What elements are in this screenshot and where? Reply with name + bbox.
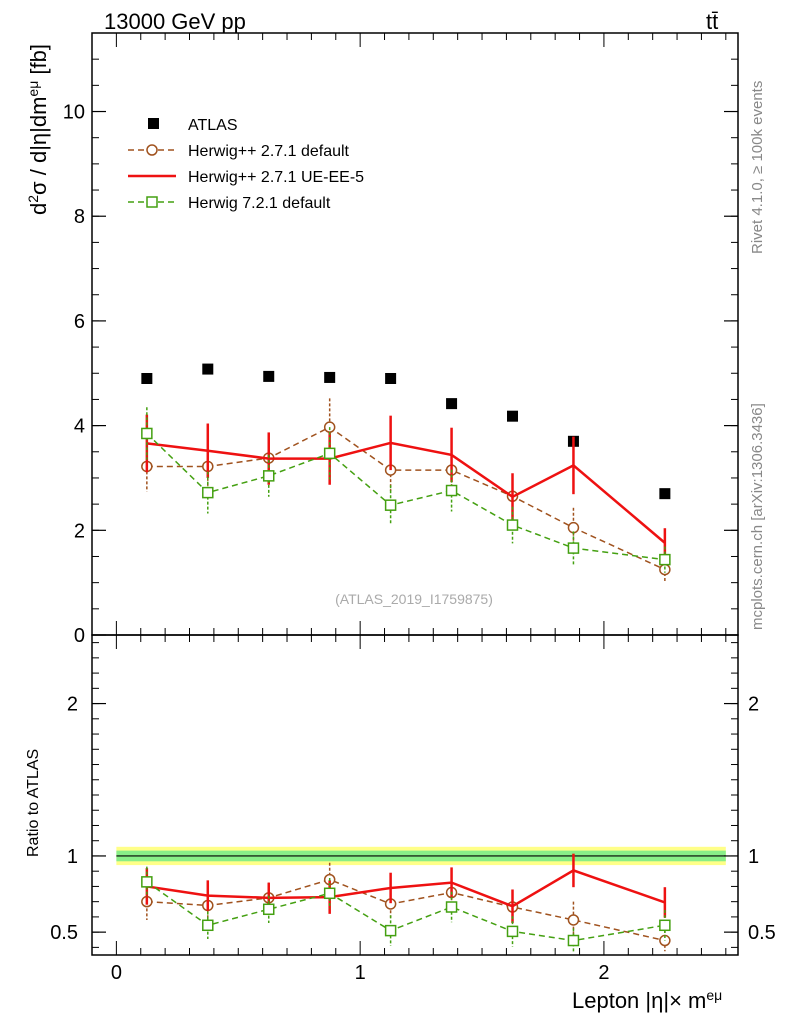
x-tick-label: 0	[111, 962, 122, 984]
atlas-data-point	[446, 398, 458, 410]
y-tick-label: 6	[74, 311, 85, 333]
legend-label: Herwig++ 2.7.1 UE-EE-5	[188, 169, 364, 186]
data-point-square	[323, 447, 336, 460]
y-tick-label: 0	[74, 625, 85, 647]
data-point-square	[384, 499, 397, 511]
data-point-square	[262, 470, 275, 482]
panel-frame	[91, 634, 739, 956]
data-point-square	[202, 919, 214, 932]
series-line	[146, 426, 666, 571]
data-point-square	[506, 925, 519, 938]
legend-marker	[148, 118, 159, 129]
data-point-square	[567, 542, 580, 554]
legend-label: ATLAS	[188, 117, 238, 134]
process-label: tt̄	[706, 9, 718, 34]
series-herwig-2-7-1-ue-ee-5	[145, 414, 667, 558]
y-tick-label: 2	[74, 520, 85, 542]
series-herwig-2-7-1-default	[141, 398, 671, 582]
legend-label: Herwig 7.2.1 default	[188, 195, 331, 212]
legend-entry: Herwig 7.2.1 default	[128, 195, 331, 212]
y-tick-label: 10	[63, 102, 85, 124]
atlas-data-point	[141, 372, 153, 384]
legend: ATLAS Herwig++ 2.7.1 default Herwig++ 2.7.…	[128, 117, 364, 212]
atlas-data-point	[263, 370, 275, 382]
main-panel: 0 2 4 6 8 10	[63, 32, 739, 647]
series-line	[146, 441, 666, 544]
series-herwig-7-2-1-default	[141, 407, 671, 573]
energy-label: 13000 GeV pp	[104, 9, 246, 34]
data-point-square	[567, 934, 580, 947]
ratio-panel: 0.5 0.5 1 1 2 2 0 1 2	[50, 634, 776, 984]
y-tick-label: 4	[74, 416, 85, 438]
atlas-data-point	[659, 488, 671, 500]
data-point-square	[323, 887, 336, 900]
y-tick-label: 8	[74, 206, 85, 228]
atlas-data-point	[385, 372, 397, 384]
data-point-circle	[567, 914, 580, 926]
data-point-square	[202, 486, 214, 499]
data-point-square	[445, 901, 458, 913]
data-point-square	[445, 484, 458, 497]
data-point-square	[141, 876, 153, 888]
y-tick-label-right: 0.5	[748, 922, 776, 944]
data-point-square	[262, 903, 275, 916]
data-point-square	[384, 924, 397, 937]
mcplots-label: mcplots.cern.ch [arXiv:1306.3436]	[749, 403, 766, 630]
rivet-label: Rivet 4.1.0, ≥ 100k events	[749, 81, 766, 254]
legend-entry: ATLAS	[148, 117, 238, 134]
series-line	[146, 869, 666, 908]
atlas-data-point	[507, 410, 519, 422]
atlas-data-point	[324, 371, 336, 383]
y-tick-label-right: 1	[748, 846, 759, 868]
legend-marker	[146, 144, 158, 156]
legend-entry: Herwig++ 2.7.1 UE-EE-5	[128, 169, 364, 186]
y-tick-label: 2	[67, 694, 78, 716]
data-point-square	[141, 427, 153, 440]
analysis-watermark: (ATLAS_2019_I1759875)	[335, 591, 493, 607]
data-point-circle	[567, 521, 580, 534]
x-tick-label: 1	[355, 962, 366, 984]
legend-label: Herwig++ 2.7.1 default	[188, 143, 350, 160]
series-herwig-7-2-1-default	[141, 866, 671, 953]
y-tick-label: 0.5	[50, 922, 78, 944]
data-point-square	[659, 553, 671, 566]
series-line	[146, 881, 665, 942]
y-tick-label-right: 2	[748, 694, 759, 716]
y-tick-label: 1	[67, 846, 78, 868]
legend-entry: Herwig++ 2.7.1 default	[128, 143, 350, 160]
data-point-square	[659, 919, 671, 932]
x-axis-title: Lepton |η|× meμ	[572, 987, 722, 1013]
legend-marker	[146, 196, 158, 208]
x-tick-label: 2	[598, 962, 609, 984]
series-line	[146, 878, 666, 942]
data-point-circle	[659, 563, 671, 576]
ratio-y-axis-title: Ratio to ATLAS	[25, 749, 42, 857]
main-y-axis-title: d2σ / d|η|dmeμ [fb]	[25, 44, 51, 215]
data-point-square	[506, 519, 519, 531]
atlas-data-point	[202, 363, 214, 375]
